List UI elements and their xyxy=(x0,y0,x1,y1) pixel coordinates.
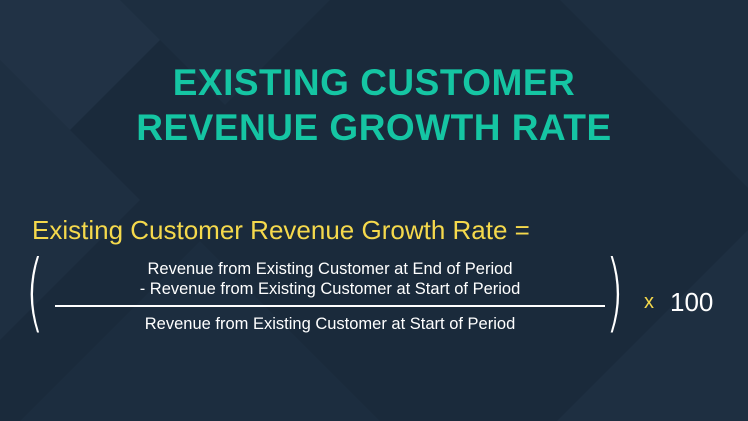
formula-denominator: Revenue from Existing Customer at Start … xyxy=(144,315,516,333)
page-title: EXISTING CUSTOMER REVENUE GROWTH RATE xyxy=(0,60,748,150)
left-parenthesis: ( xyxy=(25,242,45,342)
title-line-1: EXISTING CUSTOMER xyxy=(172,62,576,103)
fraction-line xyxy=(55,305,605,307)
numerator-line-1: Revenue from Existing Customer at End of… xyxy=(147,260,513,278)
formula-label: Existing Customer Revenue Growth Rate = xyxy=(32,215,530,245)
multiplier-value: 100 xyxy=(670,287,714,317)
right-parenthesis: ) xyxy=(605,242,625,342)
title-line-2: REVENUE GROWTH RATE xyxy=(136,107,612,148)
multiply-sign: x xyxy=(644,291,654,313)
formula-numerator: Revenue from Existing Customer at End of… xyxy=(55,259,605,299)
numerator-line-2: - Revenue from Existing Customer at Star… xyxy=(139,280,521,298)
